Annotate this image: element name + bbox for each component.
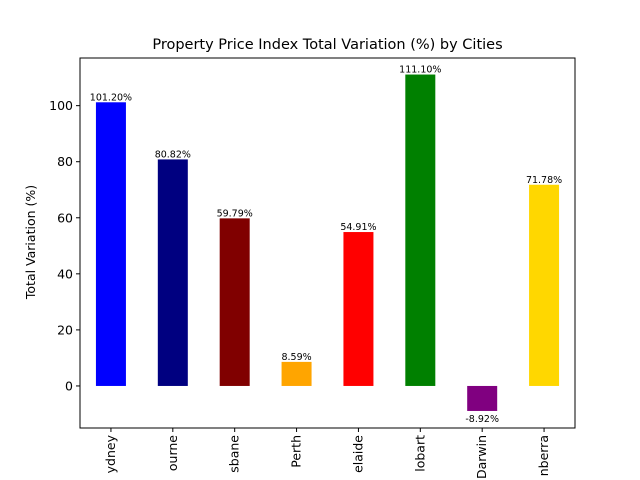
y-tick-label: 60 — [57, 210, 73, 225]
bars-group — [95, 74, 560, 411]
bar-sydney — [95, 102, 126, 386]
x-axis-ticks: ydney ourne sbane Perth elaide lobart Darwin nb… — [103, 428, 551, 479]
bar-canberra — [529, 184, 560, 386]
bar-brisbane — [219, 218, 250, 386]
y-tick-label: 100 — [49, 98, 73, 113]
chart-title: Property Price Index Total Variation (%)… — [152, 37, 502, 53]
data-label: -8.92% — [465, 414, 499, 425]
data-label: 101.20% — [90, 92, 132, 103]
y-tick-label: 20 — [57, 322, 73, 337]
x-tick-label: elaide — [350, 435, 365, 473]
bar-adelaide — [343, 232, 374, 386]
y-axis-ticks: 0 20 40 60 80 100 — [49, 98, 80, 393]
data-label: 111.10% — [399, 65, 441, 76]
data-label: 59.79% — [217, 208, 253, 219]
data-labels-group: 101.20% 80.82% 59.79% 8.59% 54.91% 111.10% -8.… — [90, 65, 562, 425]
x-tick-label: Darwin — [474, 435, 489, 479]
x-tick-label: nberra — [536, 435, 551, 476]
plot-frame — [79, 57, 576, 429]
x-tick-label: ydney — [103, 434, 118, 473]
x-tick-label: lobart — [412, 435, 427, 472]
y-tick-label: 0 — [65, 378, 73, 393]
bar-hobart — [405, 74, 436, 386]
x-tick-label: sbane — [227, 435, 242, 473]
bar-melbourne — [157, 159, 188, 386]
data-label: 54.91% — [340, 222, 376, 233]
data-label: 71.78% — [526, 175, 562, 186]
y-tick-label: 80 — [57, 154, 73, 169]
bar-darwin — [467, 385, 498, 411]
data-label: 80.82% — [155, 149, 191, 160]
data-label: 8.59% — [281, 352, 311, 363]
x-tick-label: Perth — [289, 435, 304, 468]
y-axis-label: Total Variation (%) — [23, 185, 38, 300]
y-tick-label: 40 — [57, 266, 73, 281]
x-tick-label: ourne — [165, 435, 180, 471]
bar-perth — [281, 361, 312, 386]
